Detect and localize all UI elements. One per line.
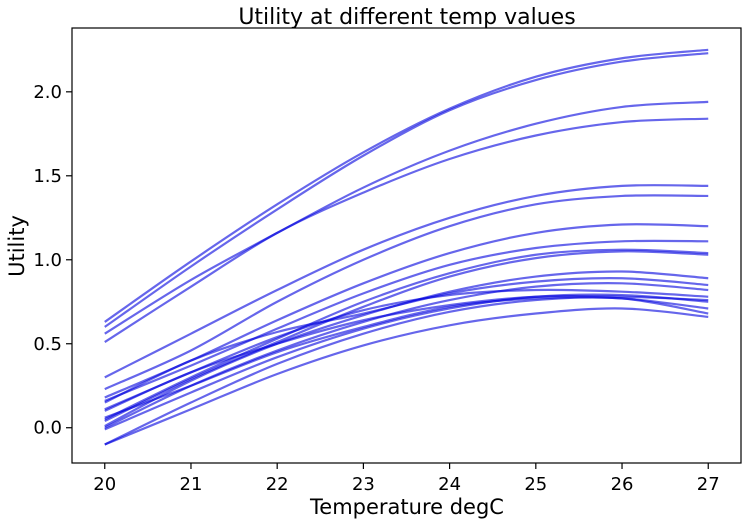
chart-title: Utility at different temp values xyxy=(238,5,575,30)
series-line-3 xyxy=(104,100,709,335)
x-tick-label: 20 xyxy=(93,474,116,495)
series-line-1 xyxy=(104,48,709,323)
series-line-4 xyxy=(104,117,709,343)
series-line-18 xyxy=(104,296,709,446)
x-axis-title: Temperature degC xyxy=(309,495,504,519)
x-tick-label: 23 xyxy=(352,474,375,495)
y-tick-label: 2.0 xyxy=(33,82,62,103)
series-line-13 xyxy=(104,282,709,429)
series-line-16 xyxy=(104,293,709,431)
y-tick-label: 0.5 xyxy=(33,334,62,355)
x-tick-label: 24 xyxy=(438,474,461,495)
x-tick-label: 25 xyxy=(524,474,547,495)
series-line-8 xyxy=(104,239,709,402)
x-tick-label: 21 xyxy=(180,474,203,495)
x-tick-label: 26 xyxy=(611,474,634,495)
y-axis-ticks: 0.0 0.5 1.0 1.5 2.0 xyxy=(33,82,72,439)
x-tick-label: 22 xyxy=(266,474,289,495)
x-axis-ticks: 20 21 22 23 24 25 26 27 xyxy=(93,463,720,495)
series-line-19 xyxy=(104,307,709,446)
plot-frame xyxy=(71,27,742,464)
series-line-10 xyxy=(104,250,709,422)
y-tick-label: 1.0 xyxy=(33,250,62,271)
series-line-15 xyxy=(104,294,709,412)
series-line-5 xyxy=(104,184,709,379)
series-line-2 xyxy=(104,52,709,328)
series-layer xyxy=(104,48,709,446)
series-line-6 xyxy=(104,194,709,391)
y-tick-label: 1.5 xyxy=(33,166,62,187)
y-axis-title: Utility xyxy=(5,215,29,277)
series-line-9 xyxy=(104,248,709,421)
series-line-12 xyxy=(104,277,709,404)
x-tick-label: 27 xyxy=(697,474,720,495)
y-tick-label: 0.0 xyxy=(33,418,62,439)
